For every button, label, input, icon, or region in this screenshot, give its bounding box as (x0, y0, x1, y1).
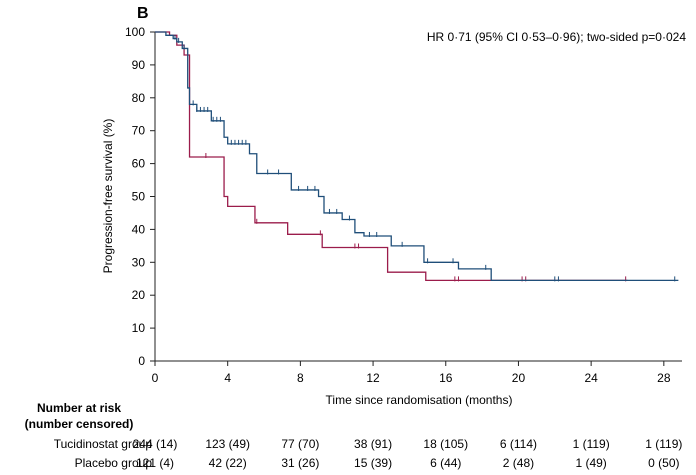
x-tick-label: 12 (366, 371, 380, 385)
y-tick-label: 100 (125, 25, 145, 39)
risk-cell: 2 (48) (503, 456, 534, 470)
risk-cell: 6 (114) (500, 437, 537, 451)
risk-cell: 121 (4) (136, 456, 174, 470)
risk-table-subheader: (number censored) (25, 417, 134, 431)
y-ticks: 0 10 20 30 40 50 60 70 80 90 100 (125, 25, 155, 368)
risk-table: Number at risk (number censored) Tucidin… (25, 401, 683, 470)
risk-cell: 77 (70) (281, 437, 319, 451)
y-tick-label: 50 (132, 190, 146, 204)
y-tick-label: 0 (138, 354, 145, 368)
risk-cell: 38 (91) (354, 437, 392, 451)
y-tick-label: 40 (132, 222, 146, 236)
x-tick-label: 0 (152, 371, 159, 385)
series-layer (155, 31, 679, 282)
risk-cell: 6 (44) (430, 456, 461, 470)
y-tick-label: 80 (132, 91, 146, 105)
x-tick-label: 28 (657, 371, 671, 385)
risk-cell: 1 (49) (575, 456, 606, 470)
y-tick-label: 30 (132, 255, 146, 269)
risk-cell: 1 (119) (645, 437, 682, 451)
axes (154, 32, 682, 362)
series-placebo-group (155, 31, 628, 282)
x-axis-title: Time since randomisation (months) (326, 393, 513, 407)
y-tick-label: 70 (132, 124, 146, 138)
risk-row-label: Placebo group (75, 456, 153, 470)
survival-curve (155, 31, 679, 282)
panel-label: B (137, 5, 149, 22)
y-tick-label: 90 (132, 58, 146, 72)
risk-cell: 15 (39) (354, 456, 392, 470)
series-tucidinostat-group (155, 31, 679, 282)
survival-curve (155, 31, 628, 282)
risk-cell: 42 (22) (209, 456, 247, 470)
y-tick-label: 10 (132, 321, 146, 335)
x-tick-label: 16 (439, 371, 453, 385)
x-ticks: 0 4 8 12 16 20 24 28 (152, 361, 671, 385)
risk-cell: 18 (105) (423, 437, 468, 451)
x-tick-label: 8 (297, 371, 304, 385)
x-tick-label: 24 (584, 371, 598, 385)
risk-table-header: Number at risk (37, 401, 121, 415)
risk-cell: 123 (49) (205, 437, 250, 451)
risk-cell: 244 (14) (133, 437, 178, 451)
hazard-ratio-annotation: HR 0·71 (95% CI 0·53–0·96); two-sided p=… (427, 30, 686, 44)
risk-cell: 0 (50) (648, 456, 679, 470)
risk-row-label: Tucidinostat group (54, 437, 153, 451)
x-tick-label: 4 (224, 371, 231, 385)
risk-cell: 31 (26) (281, 456, 319, 470)
y-tick-label: 60 (132, 157, 146, 171)
x-tick-label: 20 (512, 371, 526, 385)
y-tick-label: 20 (132, 288, 146, 302)
risk-cell: 1 (119) (573, 437, 610, 451)
y-axis-title: Progression-free survival (%) (101, 119, 115, 274)
